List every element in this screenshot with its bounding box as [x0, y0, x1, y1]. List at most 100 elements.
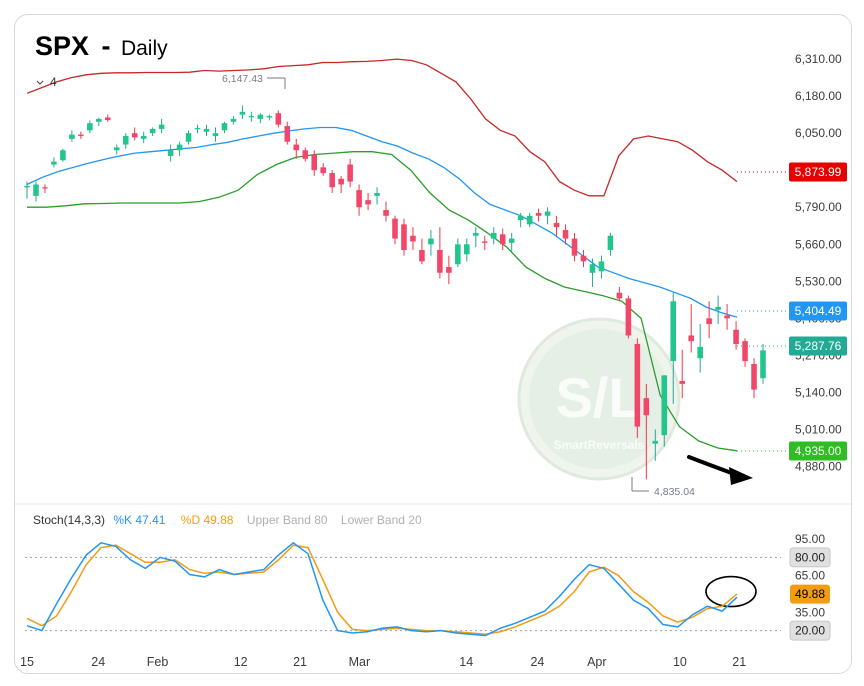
candle-body — [248, 116, 255, 118]
candle — [733, 321, 739, 350]
candle-body — [643, 398, 650, 416]
candle-body — [481, 241, 488, 243]
candle-body — [625, 298, 632, 336]
price-tag-box — [789, 162, 847, 182]
candle — [338, 175, 344, 193]
candle — [356, 184, 362, 216]
stoch-legend-name: Stoch(14,3,3) — [33, 513, 105, 527]
candle — [706, 301, 712, 339]
candle-body — [724, 315, 730, 319]
candle — [517, 212, 524, 228]
candle-body — [535, 212, 542, 216]
candle — [625, 295, 632, 339]
chart-frame: S/L SmartReversals SPX - Daily 4 6,147.4… — [14, 14, 852, 674]
candle — [410, 227, 416, 250]
candle-body — [131, 133, 138, 138]
time-tick-label: 24 — [91, 655, 105, 669]
candle-body — [167, 150, 174, 156]
stoch-legend-k: %K 47.41 — [113, 513, 165, 527]
oscillator-tags: 80.00 49.88 20.00 — [789, 547, 831, 641]
candle — [598, 255, 605, 279]
candle-body — [517, 215, 524, 221]
candle — [329, 170, 335, 193]
price-tick-label: 5,790.00 — [795, 200, 842, 214]
candle-body — [697, 346, 703, 359]
candle — [688, 304, 694, 353]
candle — [203, 124, 210, 137]
price-tick-label: 5,140.00 — [795, 385, 842, 399]
candle — [257, 113, 264, 124]
osc-value-tag: 49.88 — [790, 584, 830, 604]
candle-body — [356, 190, 362, 208]
stoch-highlight-circle — [705, 575, 757, 608]
candle-body — [221, 123, 228, 131]
candle-body — [365, 200, 371, 205]
osc-tag-box — [790, 584, 830, 604]
time-tick-label: 21 — [732, 655, 746, 669]
candle-body — [688, 335, 694, 342]
price-tick-label: 6,180.00 — [795, 89, 842, 103]
svg-text:SPX - Daily: SPX - Daily — [35, 31, 168, 61]
candle — [221, 121, 228, 134]
candle-body — [616, 292, 623, 299]
candle-body — [706, 318, 712, 325]
candle-body — [293, 144, 300, 151]
candle-body — [78, 134, 84, 137]
candle-body — [203, 128, 210, 132]
stoch-d-line — [26, 544, 738, 636]
candle — [760, 344, 766, 384]
watermark-brand: SmartReversals — [554, 438, 645, 452]
candle-body — [401, 224, 407, 250]
osc-tag-label: 49.88 — [795, 587, 825, 601]
chevron-down-icon[interactable] — [36, 80, 44, 85]
candle-body — [508, 238, 515, 243]
spx-chart[interactable]: S/L SmartReversals SPX - Daily 4 6,147.4… — [15, 15, 851, 673]
candle-body — [212, 133, 219, 137]
candle — [248, 111, 255, 122]
title-separator: - — [101, 31, 110, 61]
candle-body — [760, 350, 766, 379]
candle — [499, 228, 506, 250]
candle-body — [374, 193, 380, 196]
price-tick-label: 6,310.00 — [795, 52, 842, 66]
candle — [446, 255, 452, 285]
candle-body — [392, 218, 398, 239]
candle — [437, 227, 443, 279]
candle — [383, 201, 389, 222]
candle — [194, 124, 201, 134]
price-tags: 5,873.99 5,404.49 5,287.76 4,935.00 — [737, 162, 847, 461]
candle — [149, 127, 156, 137]
candle-body — [455, 244, 461, 265]
candle — [562, 224, 569, 245]
price-tick-label: 4,880.00 — [795, 460, 842, 474]
stochastic-pane[interactable] — [25, 541, 781, 637]
time-axis[interactable]: 15 24 Feb 12 21 Mar 14 24 Apr 10 21 — [20, 655, 746, 669]
candle-body — [257, 114, 264, 119]
candle — [104, 114, 111, 122]
candle-body — [589, 264, 596, 273]
candle — [401, 218, 407, 256]
candle — [87, 120, 93, 134]
candle-body — [679, 381, 686, 384]
candle — [526, 212, 533, 228]
price-tag: 5,287.76 — [789, 336, 847, 356]
candle-body — [87, 123, 93, 131]
candle-body — [104, 117, 111, 121]
price-tag-label: 5,873.99 — [795, 165, 842, 179]
watermark-inner-circle — [529, 329, 669, 469]
candle — [24, 181, 30, 199]
indicator-collapse-toggle[interactable]: 4 — [36, 75, 57, 89]
osc-tag-label: 80.00 — [795, 550, 825, 564]
candle — [275, 110, 282, 128]
price-tag: 4,935.00 — [789, 441, 847, 461]
candle — [167, 144, 174, 162]
candle-body — [598, 261, 605, 272]
candle-body — [113, 147, 120, 151]
candle-body — [383, 210, 389, 216]
candle-body — [266, 116, 273, 118]
candle — [535, 208, 542, 222]
candle-body — [347, 164, 353, 182]
candle — [589, 258, 596, 288]
price-tag-label: 5,287.76 — [795, 339, 842, 353]
stoch-legend-d: %D 49.88 — [181, 513, 234, 527]
